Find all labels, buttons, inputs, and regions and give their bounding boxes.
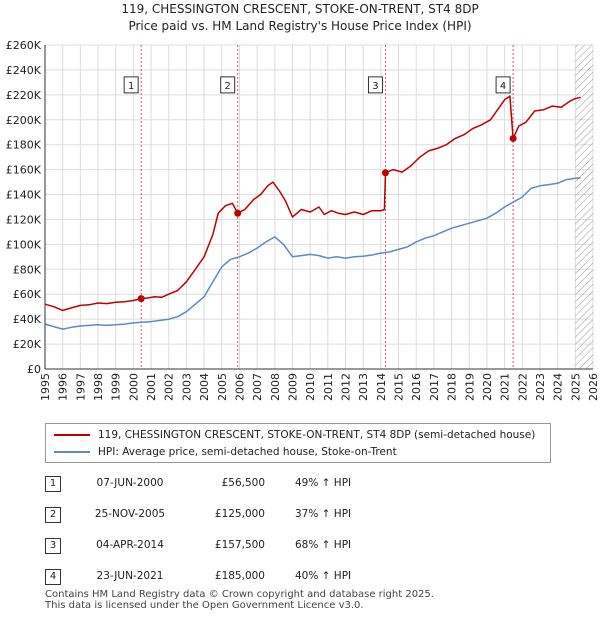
x-tick-label: 2009: [286, 373, 299, 401]
sale-marker-label: 3: [372, 81, 378, 92]
x-tick-label: 2003: [180, 373, 193, 401]
legend-item-hpi: HPI: Average price, semi-detached house,…: [54, 444, 397, 460]
y-tick-label: £120K: [6, 213, 42, 226]
x-tick-label: 1996: [57, 373, 70, 401]
sale-point: [137, 295, 145, 303]
sale-number-badge: 4: [45, 569, 61, 585]
sale-date: 04-APR-2014: [96, 539, 164, 551]
x-tick-label: 2010: [304, 373, 317, 401]
sale-point: [381, 169, 389, 177]
legend-item-property: 119, CHESSINGTON CRESCENT, STOKE-ON-TREN…: [54, 427, 535, 443]
forecast-hatch-region: [575, 45, 593, 369]
y-tick-label: £80K: [13, 263, 42, 276]
x-tick-label: 2011: [322, 373, 335, 401]
sale-marker-label: 4: [500, 81, 506, 92]
x-tick-label: 2001: [145, 373, 158, 401]
sale-number-badge: 1: [45, 476, 61, 492]
x-tick-label: 2021: [499, 373, 512, 401]
x-tick-label: 2017: [428, 373, 441, 401]
y-tick-label: £100K: [6, 238, 42, 251]
x-tick-label: 2006: [233, 373, 246, 401]
x-tick-label: 2019: [463, 373, 476, 401]
x-tick-label: 2018: [446, 373, 459, 401]
sale-price: £56,500: [221, 477, 265, 489]
x-tick-label: 2008: [269, 373, 282, 401]
footer-licence: This data is licensed under the Open Gov…: [45, 600, 364, 611]
x-tick-label: 1997: [74, 373, 87, 401]
x-tick-label: 2023: [534, 373, 547, 401]
footer-copyright: Contains HM Land Registry data © Crown c…: [45, 589, 434, 600]
sale-date: 25-NOV-2005: [94, 508, 166, 520]
price-chart: 119, CHESSINGTON CRESCENT, STOKE-ON-TREN…: [6, 2, 600, 401]
table-row: 2 25-NOV-2005 £125,000 37% ↑ HPI: [45, 507, 565, 527]
sale-hpi-change: 40% ↑ HPI: [295, 570, 352, 582]
sale-number-badge: 2: [45, 507, 61, 523]
sale-point: [509, 134, 517, 142]
x-tick-label: 2014: [375, 373, 388, 401]
chart-title: 119, CHESSINGTON CRESCENT, STOKE-ON-TREN…: [121, 2, 478, 16]
sale-price: £125,000: [214, 508, 265, 520]
sale-point: [234, 209, 242, 217]
table-row: 4 23-JUN-2021 £185,000 40% ↑ HPI: [45, 569, 565, 589]
y-tick-label: £140K: [6, 189, 42, 202]
table-row: 1 07-JUN-2000 £56,500 49% ↑ HPI: [45, 476, 565, 496]
y-tick-label: £180K: [6, 139, 42, 152]
y-tick-label: £60K: [13, 288, 42, 301]
x-tick-label: 2015: [393, 373, 406, 401]
x-tick-label: 2012: [340, 373, 353, 401]
sale-price: £157,500: [214, 539, 265, 551]
legend-label-hpi: HPI: Average price, semi-detached house,…: [98, 446, 397, 458]
chart-legend: 119, CHESSINGTON CRESCENT, STOKE-ON-TREN…: [45, 423, 551, 463]
x-tick-label: 1999: [110, 373, 123, 401]
y-tick-label: £0: [27, 363, 41, 376]
y-tick-label: £160K: [6, 164, 42, 177]
sale-marker-label: 1: [128, 81, 134, 92]
property-price-line: [44, 95, 581, 312]
sale-number-badge: 3: [45, 538, 61, 554]
sale-hpi-change: 49% ↑ HPI: [295, 477, 352, 489]
y-tick-label: £200K: [6, 114, 42, 127]
legend-swatch-property: [54, 434, 90, 436]
legend-swatch-hpi: [54, 451, 90, 453]
x-tick-label: 2024: [552, 373, 565, 401]
x-tick-label: 2000: [127, 373, 140, 401]
sale-hpi-change: 37% ↑ HPI: [295, 508, 352, 520]
x-tick-label: 2004: [198, 373, 211, 401]
x-tick-label: 2020: [481, 373, 494, 401]
x-tick-label: 2022: [516, 373, 529, 401]
x-tick-label: 2025: [569, 373, 582, 401]
x-tick-label: 2016: [410, 373, 423, 401]
table-row: 3 04-APR-2014 £157,500 68% ↑ HPI: [45, 538, 565, 558]
x-tick-label: 1995: [39, 373, 52, 401]
x-tick-label: 2002: [163, 373, 176, 401]
x-tick-label: 2007: [251, 373, 264, 401]
y-tick-label: £40K: [13, 313, 42, 326]
sale-marker-label: 2: [224, 81, 230, 92]
x-tick-label: 2005: [216, 373, 229, 401]
y-tick-label: £240K: [6, 64, 42, 77]
x-tick-label: 2026: [587, 373, 600, 401]
hpi-line: [44, 176, 581, 330]
sale-date: 23-JUN-2021: [96, 570, 164, 582]
sale-marker-box: [367, 76, 383, 94]
y-tick-label: £220K: [6, 89, 42, 102]
chart-subtitle: Price paid vs. HM Land Registry's House …: [128, 19, 471, 33]
legend-label-property: 119, CHESSINGTON CRESCENT, STOKE-ON-TREN…: [98, 429, 536, 441]
sale-price: £185,000: [214, 570, 265, 582]
sale-marker-box: [220, 76, 236, 94]
x-tick-label: 1998: [92, 373, 105, 401]
y-tick-label: £260K: [6, 39, 42, 52]
sale-marker-box: [123, 76, 139, 94]
y-tick-label: £20K: [13, 338, 42, 351]
sale-marker-box: [495, 76, 511, 94]
attribution-footer: Contains HM Land Registry data © Crown c…: [45, 589, 434, 611]
sale-hpi-change: 68% ↑ HPI: [295, 539, 352, 551]
x-tick-label: 2013: [357, 373, 370, 401]
sale-date: 07-JUN-2000: [96, 477, 164, 489]
